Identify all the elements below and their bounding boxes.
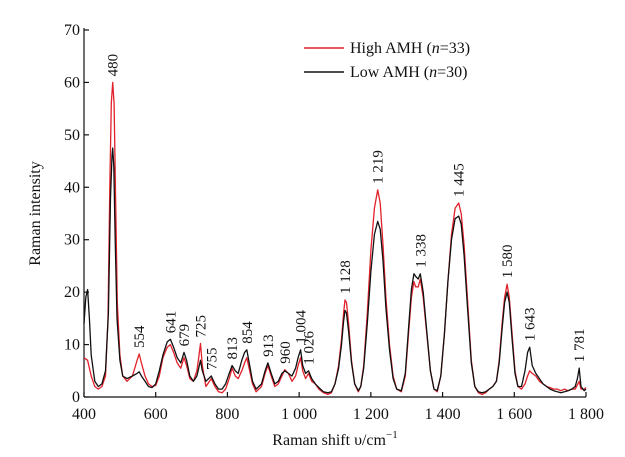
x-tick-label: 1 200 [353, 406, 389, 423]
x-axis-title: Raman shift υ/cm−1 [272, 429, 397, 449]
y-tick-label: 10 [64, 337, 80, 354]
peak-label: 679 [177, 324, 193, 347]
peak-label: 1 026 [302, 331, 318, 365]
legend-entry: High AMH (n=33) [350, 40, 470, 57]
peak-label: 755 [204, 348, 220, 371]
peak-label: 960 [278, 341, 294, 364]
y-tick-label: 70 [64, 22, 80, 39]
legend-entry-label: Low AMH ( [350, 64, 429, 81]
x-tick-label: 600 [144, 406, 168, 423]
peak-label: 1 004 [294, 310, 310, 344]
legend-entry: Low AMH (n=30) [350, 64, 467, 81]
x-tick-label: 400 [72, 406, 96, 423]
x-tick-label: 1 600 [496, 406, 532, 423]
peak-label: 1 338 [413, 234, 429, 268]
peak-label: 854 [240, 321, 256, 344]
peak-label: 1 445 [452, 163, 468, 197]
y-tick-label: 60 [64, 74, 80, 91]
y-tick-label: 30 [64, 232, 80, 249]
x-tick-label: 1 400 [425, 406, 461, 423]
series-line-high-amh [83, 81, 587, 396]
legend-entry-suffix: =33) [440, 40, 470, 57]
x-tick-label: 800 [215, 406, 239, 423]
y-tick-label: 50 [64, 127, 80, 144]
peak-label: 554 [132, 325, 148, 348]
peak-label: 641 [163, 311, 179, 334]
peak-label: 913 [261, 334, 277, 357]
x-tick-label: 1 000 [281, 406, 317, 423]
legend-entry-label: High AMH ( [350, 40, 432, 57]
legend: High AMH (n=33)Low AMH (n=30) [304, 40, 470, 81]
peak-label: 1 128 [338, 260, 354, 294]
series-line-low-amh [83, 147, 587, 394]
x-axis-title-superscript: −1 [386, 429, 398, 441]
series-layer [83, 81, 587, 396]
legend-entry-italic: n [429, 64, 437, 81]
legend-entry-italic: n [432, 40, 440, 57]
peak-label: 1 219 [371, 150, 387, 184]
x-axis-title-main: Raman shift υ/cm [272, 432, 386, 449]
y-axis-title: Raman intensity [27, 161, 44, 265]
peak-label: 813 [225, 337, 241, 360]
x-tick-label: 1 800 [568, 406, 604, 423]
y-tick-label: 0 [72, 389, 80, 406]
peak-label: 1 643 [523, 307, 539, 341]
axes: 0 10 20 30 40 50 60 70 400 600 800 1 000 1 200 1 400 1… [27, 22, 604, 449]
legend-entry-suffix: =30) [437, 64, 467, 81]
peak-label: 725 [194, 315, 210, 338]
peak-label: 480 [106, 54, 122, 77]
peak-label: 1 580 [500, 245, 516, 279]
peak-label: 1 781 [572, 328, 588, 362]
y-tick-label: 40 [64, 179, 80, 196]
y-tick-label: 20 [64, 284, 80, 301]
